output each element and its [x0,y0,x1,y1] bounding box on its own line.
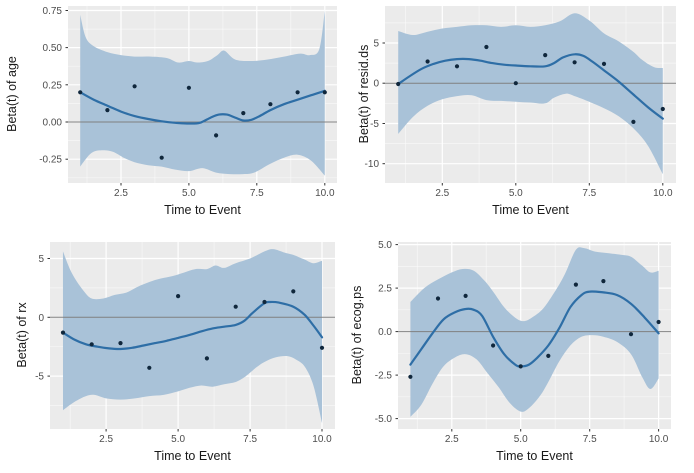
svg-text:5: 5 [373,39,379,50]
svg-text:0.50: 0.50 [43,43,63,54]
ecog-ps-plot-canvas: 2.5 5.0 7.5 10.0 -5.0 -2.5 0.0 2.5 5.0 [375,240,671,445]
svg-text:7.5: 7.5 [583,434,597,445]
age-plot-canvas: 2.5 5.0 7.5 10.0 -0.25 0.00 0.25 0.50 0.75 [39,6,337,199]
svg-text:2.5: 2.5 [99,434,113,445]
subplot-ecog-ps: 2.5 5.0 7.5 10.0 -5.0 -2.5 0.0 2.5 5.0 Beta(t) o… [347,236,694,473]
svg-text:2.5: 2.5 [435,188,449,199]
svg-text:2.5: 2.5 [378,284,392,295]
svg-text:-10: -10 [365,159,380,170]
x-axis-title-ecog-ps: Time to Event [496,449,573,463]
svg-text:10.0: 10.0 [649,434,669,445]
svg-text:10.0: 10.0 [653,188,673,199]
svg-text:7.5: 7.5 [250,188,264,199]
y-axis-title-resid-ds: Beta(t) of resid.ds [357,44,371,144]
x-axis-title-age: Time to Event [164,203,241,217]
y-axis-title-age: Beta(t) of age [5,56,19,132]
svg-text:0.25: 0.25 [43,80,63,91]
subplot-rx: 2.5 5.0 7.5 10.0 -5 0 5 Beta(t) of rx Time to … [0,236,347,473]
svg-text:-5: -5 [35,372,44,383]
svg-text:5.0: 5.0 [514,434,528,445]
svg-text:5.0: 5.0 [509,188,523,199]
svg-text:0.00: 0.00 [43,118,63,129]
svg-text:0.0: 0.0 [378,327,392,338]
subplot-resid-ds: 2.5 5.0 7.5 10.0 -10 -5 0 5 Beta(t) of resid.ds… [347,0,694,236]
svg-text:10.0: 10.0 [315,188,335,199]
svg-text:5.0: 5.0 [378,240,392,251]
svg-text:5.0: 5.0 [171,434,185,445]
svg-text:5: 5 [38,254,44,265]
x-axis-title-resid-ds: Time to Event [492,203,569,217]
svg-text:-0.25: -0.25 [39,155,62,166]
svg-text:0: 0 [373,79,379,90]
svg-text:-2.5: -2.5 [375,371,393,382]
y-axis-title-rx: Beta(t) of rx [15,302,29,368]
svg-text:7.5: 7.5 [243,434,257,445]
svg-text:2.5: 2.5 [445,434,459,445]
x-axis-title-rx: Time to Event [154,449,231,463]
svg-text:-5: -5 [370,119,379,130]
svg-text:7.5: 7.5 [582,188,596,199]
svg-text:5.0: 5.0 [182,188,196,199]
resid-ds-plot-canvas: 2.5 5.0 7.5 10.0 -10 -5 0 5 [365,6,676,199]
svg-text:0.75: 0.75 [43,6,63,17]
svg-text:10.0: 10.0 [312,434,332,445]
y-axis-title-ecog-ps: Beta(t) of ecog.ps [350,285,364,385]
subplot-age: 2.5 5.0 7.5 10.0 -0.25 0.00 0.25 0.50 0.75 Beta(… [0,0,347,236]
svg-text:2.5: 2.5 [114,188,128,199]
svg-text:-5.0: -5.0 [375,414,393,425]
svg-text:0: 0 [38,313,44,324]
rx-plot-canvas: 2.5 5.0 7.5 10.0 -5 0 5 [35,242,335,445]
